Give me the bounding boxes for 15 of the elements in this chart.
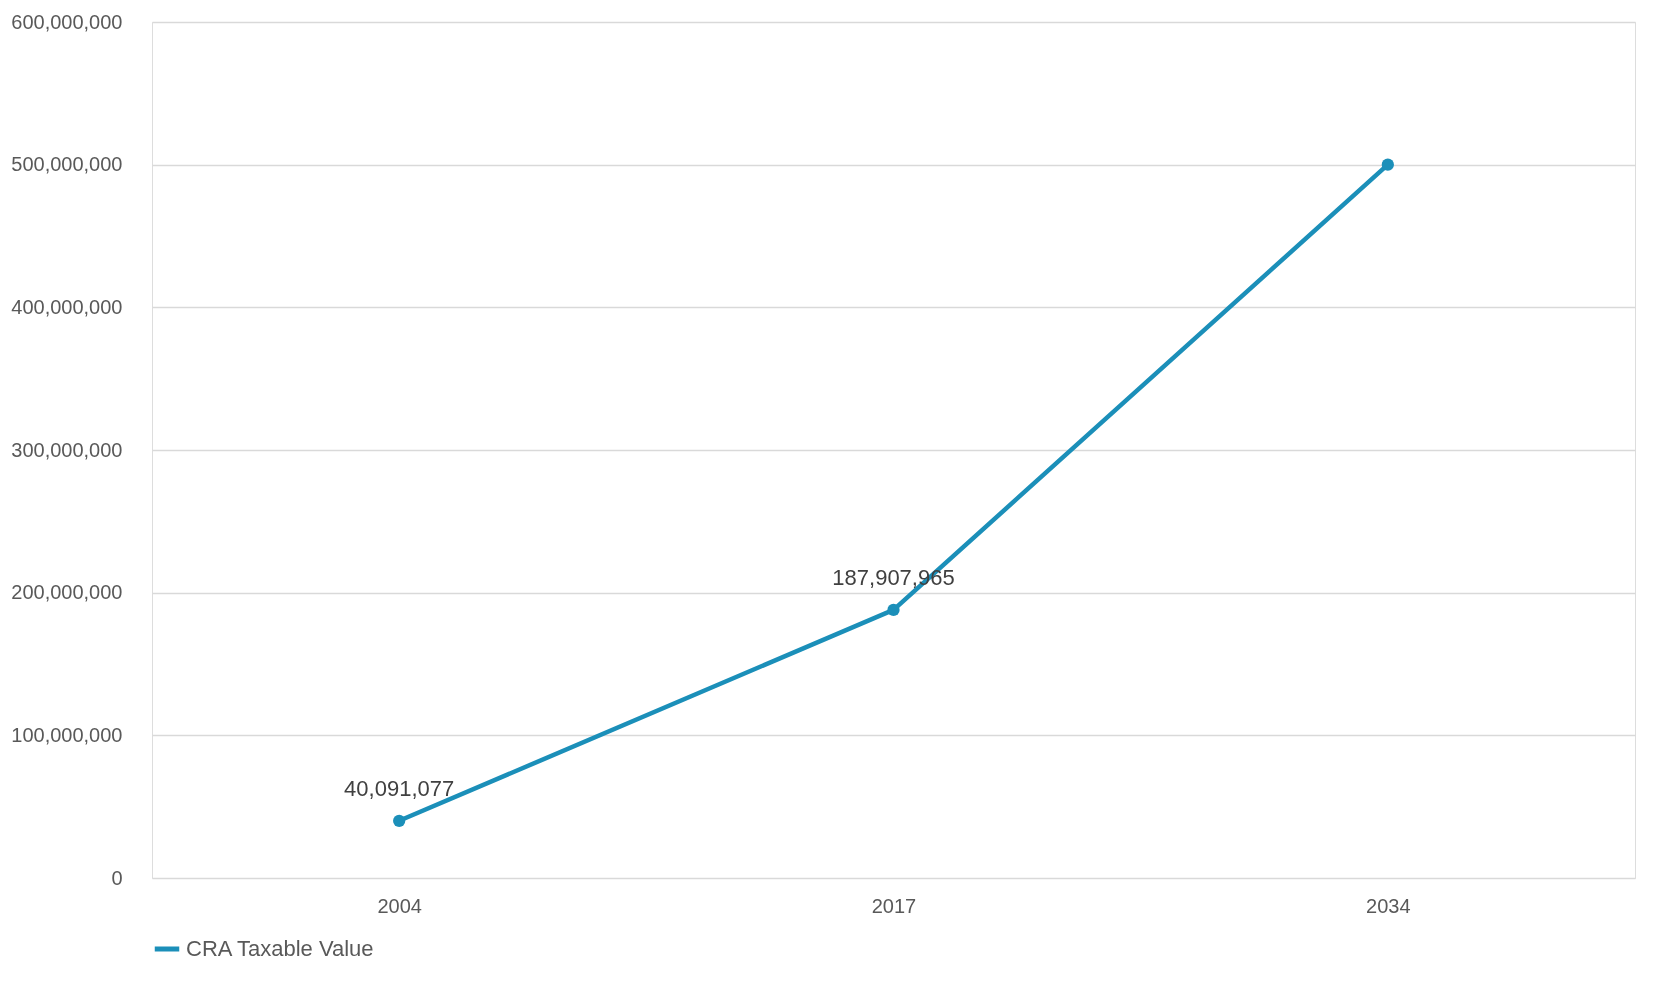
point — [1381, 158, 1394, 171]
y-tick-label: 100,000,000 — [11, 723, 123, 746]
data-label: 40,091,077 — [344, 775, 455, 801]
x-tick-label: 2004 — [377, 894, 422, 917]
y-tick-label: 600,000,000 — [11, 10, 123, 33]
point — [393, 814, 406, 827]
y-tick-label: 400,000,000 — [11, 295, 123, 318]
y-tick-label: 500,000,000 — [11, 153, 123, 176]
y-tick-label: 200,000,000 — [11, 581, 123, 604]
x-tick-label: 2017 — [871, 894, 917, 917]
y-tick-label: 0 — [111, 866, 123, 889]
point — [887, 603, 900, 617]
y-tick-label: 300,000,000 — [11, 438, 123, 461]
x-tick-label: 2034 — [1366, 894, 1411, 917]
legend-label: CRA Taxable Value — [186, 936, 374, 961]
